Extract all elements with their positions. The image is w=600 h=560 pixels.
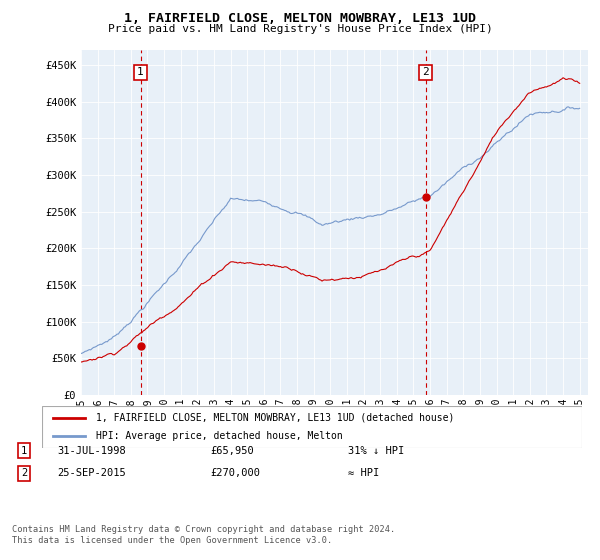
Text: HPI: Average price, detached house, Melton: HPI: Average price, detached house, Melt… [96, 431, 343, 441]
Text: ≈ HPI: ≈ HPI [348, 468, 379, 478]
Text: £65,950: £65,950 [210, 446, 254, 456]
Text: 25-SEP-2015: 25-SEP-2015 [57, 468, 126, 478]
Text: 1: 1 [137, 67, 144, 77]
Text: 31-JUL-1998: 31-JUL-1998 [57, 446, 126, 456]
Text: 2: 2 [422, 67, 429, 77]
Text: 1, FAIRFIELD CLOSE, MELTON MOWBRAY, LE13 1UD (detached house): 1, FAIRFIELD CLOSE, MELTON MOWBRAY, LE13… [96, 413, 454, 423]
Text: Price paid vs. HM Land Registry's House Price Index (HPI): Price paid vs. HM Land Registry's House … [107, 24, 493, 34]
Text: Contains HM Land Registry data © Crown copyright and database right 2024.
This d: Contains HM Land Registry data © Crown c… [12, 525, 395, 545]
Text: 31% ↓ HPI: 31% ↓ HPI [348, 446, 404, 456]
Text: £270,000: £270,000 [210, 468, 260, 478]
Text: 1: 1 [21, 446, 27, 456]
Text: 2: 2 [21, 468, 27, 478]
Text: 1, FAIRFIELD CLOSE, MELTON MOWBRAY, LE13 1UD: 1, FAIRFIELD CLOSE, MELTON MOWBRAY, LE13… [124, 12, 476, 25]
